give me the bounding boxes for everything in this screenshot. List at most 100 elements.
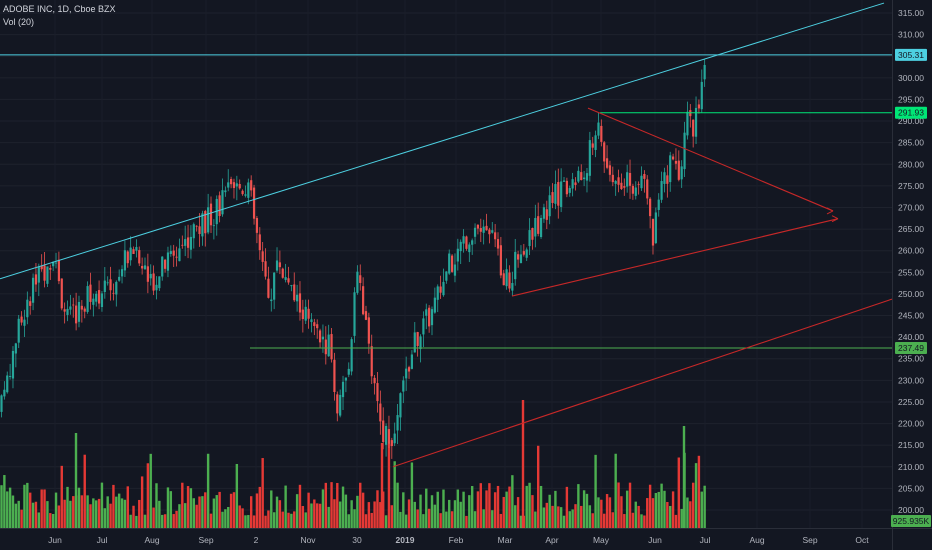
candle-body: [227, 182, 230, 188]
candle-body: [327, 334, 330, 357]
volume-bar: [703, 485, 706, 528]
trend-line-drawings[interactable]: [0, 2, 893, 468]
red-rising-wedge-line: [511, 218, 839, 297]
volume-bar: [631, 512, 635, 528]
candle-body: [146, 266, 149, 282]
candle-body: [445, 271, 448, 281]
candle-body: [502, 273, 505, 286]
symbol-legend[interactable]: ADOBE INC, 1D, Cboe BZX: [3, 4, 116, 14]
price-badge: [895, 48, 927, 61]
candle-body: [258, 234, 261, 251]
price-tick-label: 285.00: [898, 138, 924, 148]
volume-bar: [651, 498, 655, 528]
candle-body: [353, 292, 356, 336]
time-tick-label: Mar: [498, 535, 513, 545]
candle-body: [577, 170, 580, 182]
volume-bar: [272, 512, 276, 528]
volume-bar: [677, 457, 681, 528]
volume-bar: [117, 493, 121, 528]
candle-body: [83, 308, 86, 312]
candle-body: [514, 251, 517, 280]
candle-body: [123, 250, 127, 271]
candle-body: [384, 425, 388, 445]
volume-bar: [318, 503, 322, 528]
candle-body: [23, 319, 26, 326]
volume-bar: [568, 511, 571, 528]
volume-bar: [126, 486, 129, 528]
volume-bar: [235, 463, 239, 528]
volume-bar: [252, 515, 256, 528]
volume-bar: [577, 484, 580, 528]
candle-body: [273, 272, 276, 300]
candle-body: [46, 266, 49, 284]
time-tick-label: Nov: [300, 535, 316, 545]
candle-body: [594, 135, 597, 150]
candle-body: [97, 290, 101, 304]
candle-body: [496, 239, 500, 249]
volume-bar: [221, 511, 224, 528]
volume-bar: [605, 494, 609, 528]
candle-body: [456, 248, 459, 262]
candle-body: [473, 227, 477, 237]
candle-body: [163, 259, 167, 269]
candle-body: [387, 429, 391, 444]
volume-spike: [74, 433, 78, 528]
price-tick-label: 220.00: [898, 419, 924, 429]
time-tick-label: Jul: [700, 535, 711, 545]
volume-bar: [293, 511, 296, 528]
candle-body: [370, 346, 373, 377]
volume-bar: [539, 485, 543, 528]
price-tick-label: 280.00: [898, 159, 924, 169]
volume-legend[interactable]: Vol (20): [3, 17, 35, 27]
volume-spike: [682, 426, 686, 528]
candle-body: [663, 172, 666, 184]
volume-bar: [674, 514, 678, 528]
candle-body: [436, 286, 439, 300]
volume-bar: [554, 490, 557, 528]
candle-body: [11, 350, 15, 379]
candle-body: [410, 354, 414, 369]
volume-bar: [387, 443, 391, 528]
time-tick-label: Aug: [144, 535, 159, 545]
volume-bar: [433, 504, 437, 528]
candle-body: [508, 272, 511, 289]
volume-bar: [143, 514, 147, 528]
volume-bar: [657, 491, 660, 528]
volume-bar: [258, 486, 261, 528]
volume-bar: [614, 453, 617, 528]
volume-bar: [77, 487, 81, 528]
candle-body: [537, 216, 540, 234]
volume-bar: [218, 491, 221, 528]
candle-body: [301, 309, 304, 320]
candle-body: [235, 183, 238, 187]
volume-bar: [17, 500, 20, 528]
volume-bar: [453, 500, 457, 528]
time-tick-label: 2: [254, 535, 259, 545]
volume-bar: [69, 500, 72, 528]
candle-body: [539, 217, 543, 238]
volume-bar: [95, 500, 98, 528]
candle-body: [611, 174, 614, 183]
volume-bar: [224, 509, 227, 528]
time-axis[interactable]: Jun Jul Aug Sep 2 Nov 30 2019 Feb Mar Apr May Jun Jul…: [0, 528, 932, 546]
candle-body: [275, 260, 279, 271]
price-axis[interactable]: 200.00 205.00 210.00 215.00 220.00 225.00 230.…: [892, 0, 932, 550]
volume-bar: [402, 492, 405, 528]
candle-body: [453, 264, 457, 276]
candle-body: [161, 256, 164, 277]
volume-bar: [620, 496, 623, 528]
candle-body: [522, 251, 525, 255]
volume-bar: [548, 494, 551, 528]
candle-body: [100, 293, 104, 308]
candle-body: [396, 415, 399, 431]
volume-bar: [574, 504, 577, 528]
time-tick-label: Jun: [48, 535, 62, 545]
time-tick-label: Oct: [855, 535, 869, 545]
volume-bar: [295, 494, 299, 528]
volume-bar: [617, 482, 620, 528]
volume-spike: [521, 400, 525, 528]
volume-bar: [694, 463, 698, 528]
volume-bar: [499, 513, 503, 528]
candle-body: [488, 229, 491, 235]
